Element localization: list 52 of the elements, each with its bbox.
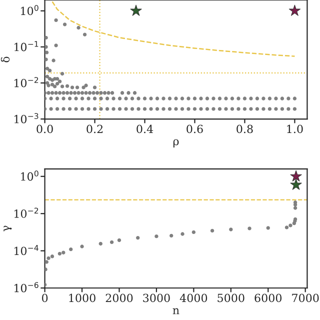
- point: [248, 226, 252, 230]
- point: [284, 226, 289, 230]
- point: [154, 234, 158, 238]
- x-tick-label: 0: [42, 294, 48, 302]
- x-tick-label: 7000: [292, 294, 319, 302]
- point: [293, 206, 298, 210]
- point: [80, 244, 84, 248]
- y-tick-label: 10$^{0}$: [21, 170, 38, 181]
- x-tick-label: 0.6: [186, 124, 203, 134]
- point: [290, 170, 302, 182]
- point: [170, 234, 174, 238]
- point: [44, 260, 48, 264]
- y-axis-title: γ: [4, 226, 12, 232]
- point: [98, 242, 102, 246]
- x-tick-label: 0.4: [136, 124, 154, 134]
- point: [229, 228, 233, 232]
- x-tick-label: 0.0: [36, 124, 53, 134]
- y-tick-label: 10$^{−3}$: [14, 113, 38, 124]
- x-tick-label: 2000: [106, 294, 133, 302]
- y-tick-label: 10$^{−2}$: [14, 77, 38, 88]
- point: [69, 247, 73, 252]
- point: [117, 238, 122, 242]
- y-axis-title: δ: [0, 56, 10, 62]
- point: [192, 230, 196, 234]
- point: [58, 252, 62, 256]
- point: [266, 226, 270, 230]
- y-tick-label: 10$^{−1}$: [14, 41, 38, 52]
- point: [62, 250, 66, 254]
- x-axis-title: n: [172, 308, 180, 314]
- y-tick-label: 10$^{−2}$: [14, 208, 38, 218]
- x-tick-label: 1000: [69, 294, 96, 302]
- x-tick-label: 4000: [180, 294, 208, 302]
- x-axis-title: ρ: [173, 139, 179, 148]
- point: [290, 178, 302, 190]
- point: [293, 200, 298, 204]
- x-tick-label: 0.2: [86, 124, 103, 134]
- point: [110, 240, 114, 244]
- x-tick-label: 3000: [143, 294, 170, 302]
- point: [210, 228, 214, 233]
- x-tick-label: 6000: [254, 294, 282, 302]
- point: [288, 224, 292, 228]
- point: [180, 232, 184, 236]
- y-tick-label: 10$^{−4}$: [14, 245, 38, 256]
- x-tick-label: 5000: [218, 294, 244, 302]
- point: [46, 256, 50, 260]
- x-tick-label: 1.0: [287, 124, 303, 134]
- point: [136, 236, 140, 240]
- x-tick-label: 0.8: [236, 124, 253, 134]
- point: [50, 254, 54, 258]
- y-tick-label: 10$^{0}$: [21, 4, 38, 16]
- y-tick-label: 10$^{−6}$: [14, 282, 38, 292]
- point: [44, 268, 48, 272]
